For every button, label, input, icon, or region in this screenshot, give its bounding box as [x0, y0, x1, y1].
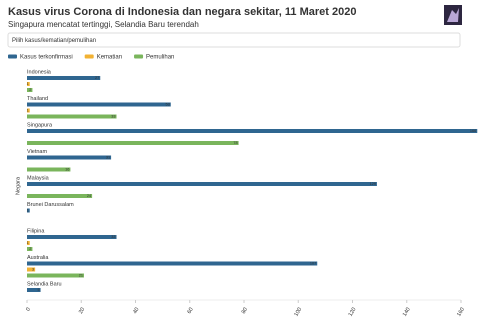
x-tick-label: 140: [402, 307, 412, 318]
category-label: Australia: [27, 255, 49, 261]
chart-title: Kasus virus Corona di Indonesia dan nega…: [8, 6, 356, 18]
bar: [27, 182, 377, 186]
bar: [27, 247, 33, 251]
bar: [27, 155, 112, 160]
bar: [27, 273, 84, 278]
bar: [27, 76, 101, 80]
bar: [27, 141, 239, 145]
value-label: 21: [79, 274, 83, 278]
bar: [27, 88, 33, 92]
bar: [27, 208, 30, 213]
value-label: 24: [87, 194, 91, 198]
bar: [27, 267, 36, 272]
value-label: 33: [111, 115, 115, 119]
value-label: 107: [310, 262, 316, 266]
bar: [27, 108, 30, 113]
bar: [27, 167, 71, 172]
category-label: Singapura: [27, 122, 53, 128]
bar: [27, 241, 30, 245]
x-tick-label: 40: [132, 307, 140, 315]
value-label: 1: [27, 109, 29, 113]
bar: [27, 129, 478, 133]
value-label: 1: [27, 241, 29, 245]
chart-subtitle: Singapura mencatat tertinggi, Selandia B…: [8, 20, 199, 29]
value-label: 78: [233, 141, 237, 145]
legend-label: Pemulihan: [146, 55, 174, 61]
filter-placeholder[interactable]: Pilih kasus/kematian/pemulihan: [12, 38, 96, 44]
value-label: 1: [27, 82, 29, 86]
category-label: Vietnam: [27, 149, 47, 155]
value-label: 33: [111, 235, 115, 239]
bar: [27, 114, 117, 119]
filter-box[interactable]: [7, 32, 461, 48]
value-label: 16: [65, 168, 69, 172]
bar: [27, 288, 41, 292]
bar: [27, 102, 171, 107]
value-label: 129: [370, 182, 376, 186]
value-label: 3: [32, 268, 34, 272]
value-label: 1: [27, 209, 29, 213]
value-label: 166: [470, 129, 476, 133]
category-label: Indonesia: [27, 69, 52, 75]
x-tick-label: 0: [25, 307, 32, 313]
legend-label: Kasus terkonfirmasi: [20, 55, 73, 61]
value-label: 2: [29, 88, 31, 92]
value-label: 53: [166, 103, 170, 107]
legend-swatch: [84, 54, 94, 59]
value-label: 27: [95, 76, 99, 80]
bar: [27, 82, 30, 86]
category-label: Thailand: [27, 96, 48, 102]
category-label: Filipina: [27, 228, 45, 234]
y-axis-label: Negara: [15, 176, 21, 195]
x-tick-label: 100: [293, 307, 303, 318]
logo-mark: [447, 8, 459, 22]
x-tick-label: 20: [78, 307, 86, 315]
value-label: 31: [106, 156, 110, 160]
bar: [27, 261, 318, 266]
x-tick-label: 80: [241, 307, 249, 315]
category-label: Malaysia: [27, 175, 50, 181]
value-label: 2: [29, 247, 31, 251]
legend-swatch: [8, 54, 17, 59]
value-label: 5: [37, 288, 39, 292]
legend-swatch: [134, 54, 144, 59]
category-label: Selandia Baru: [27, 281, 62, 287]
x-tick-label: 160: [456, 307, 466, 318]
x-tick-label: 60: [186, 307, 194, 315]
x-tick-label: 120: [348, 307, 358, 318]
bar: [27, 194, 93, 198]
category-label: Brunei Darussalam: [27, 202, 74, 208]
legend-label: Kematian: [97, 55, 122, 61]
bar: [27, 235, 117, 239]
